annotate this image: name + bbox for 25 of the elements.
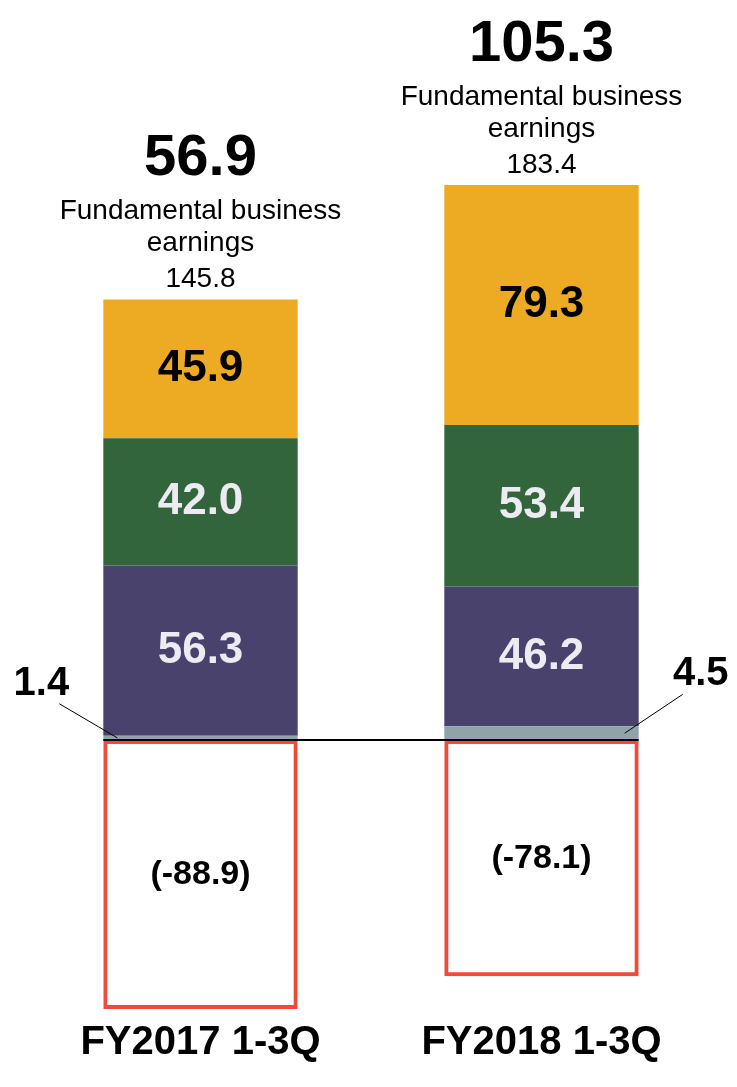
bar (444, 185, 639, 425)
bar (103, 299, 298, 439)
data-label: 53.4 (498, 477, 585, 527)
text: 145.8 (165, 262, 236, 294)
data-label: 56.3 (157, 622, 244, 672)
text: 105.3 (468, 8, 615, 73)
text: 183.4 (506, 147, 577, 179)
data-label: 45.9 (157, 340, 244, 390)
bar (444, 726, 639, 740)
data-label: (-78.1) (491, 836, 592, 875)
text: Fundamental business earnings (59, 194, 342, 258)
x-tick-label: FY2017 1-3Q (80, 1018, 321, 1063)
data-label: 1.4 (13, 658, 70, 703)
data-label: 46.2 (498, 628, 585, 678)
data-label: 79.3 (498, 277, 585, 327)
data-label: (-88.9) (150, 852, 251, 891)
data-label: 42.0 (157, 473, 244, 523)
bar (444, 586, 639, 727)
data-label: 4.5 (672, 649, 729, 694)
x-tick-label: FY2018 1-3Q (421, 1018, 662, 1063)
text: Fundamental business earnings (400, 79, 683, 143)
bar (103, 438, 298, 566)
bar (444, 424, 639, 587)
bar (103, 565, 298, 736)
text: 56.9 (144, 122, 257, 188)
